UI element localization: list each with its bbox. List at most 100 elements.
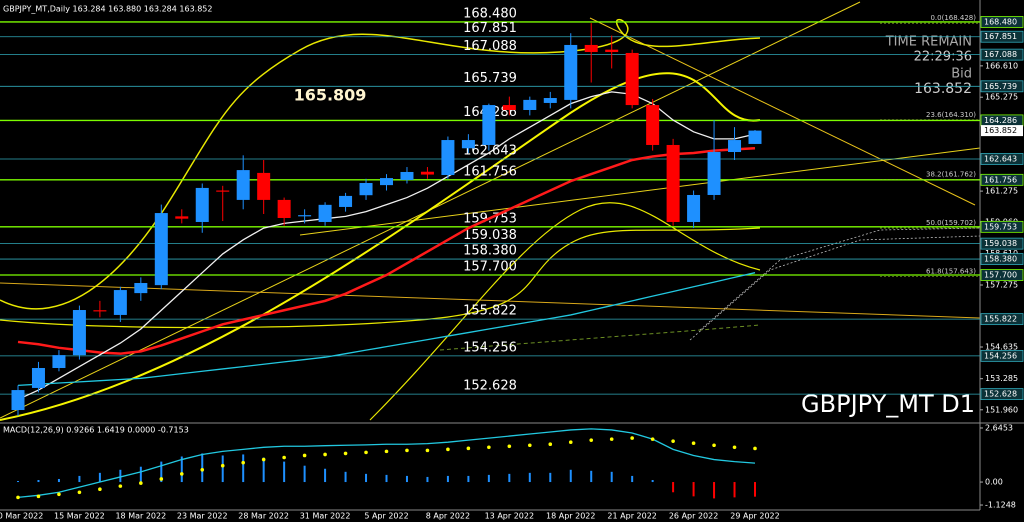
level-label: 167.088 bbox=[463, 39, 517, 54]
x-tick-label: 28 Mar 2022 bbox=[238, 512, 289, 521]
macd-title: MACD(12,26,9) 0.9266 1.6419 0.0000 -0.71… bbox=[3, 426, 189, 435]
candle-body bbox=[195, 187, 209, 222]
level-label: 165.739 bbox=[463, 71, 517, 86]
candle-body bbox=[687, 194, 701, 222]
y-tick-label: 166.610 bbox=[985, 61, 1018, 70]
macd-bar bbox=[733, 482, 736, 498]
macd-bar bbox=[344, 471, 347, 483]
macd-bar bbox=[549, 472, 552, 483]
candle-body bbox=[748, 130, 762, 144]
signal-dot bbox=[36, 494, 41, 499]
bid-axis-label: 163.852 bbox=[984, 126, 1017, 135]
candle-body bbox=[564, 44, 578, 100]
candle-body bbox=[318, 204, 332, 222]
level-label: 154.256 bbox=[463, 340, 517, 355]
signal-dot bbox=[323, 452, 327, 457]
macd-bar bbox=[365, 473, 368, 483]
macd-bar bbox=[651, 480, 654, 483]
signal-dot bbox=[384, 449, 389, 454]
x-tick-label: 29 Apr 2022 bbox=[730, 512, 779, 521]
y-tick-label: -1.1248 bbox=[985, 501, 1016, 510]
signal-dot bbox=[609, 437, 614, 441]
x-tick-label: 31 Mar 2022 bbox=[300, 512, 351, 521]
signal-dot bbox=[528, 443, 532, 448]
x-tick-label: 10 Mar 2022 bbox=[0, 512, 43, 521]
signal-dot bbox=[712, 443, 716, 448]
candle-body bbox=[543, 98, 557, 103]
level-label: 162.643 bbox=[463, 143, 517, 158]
level-label: 152.628 bbox=[463, 379, 517, 394]
fib-label: 0.0(168.428) bbox=[930, 14, 976, 22]
signal-dot bbox=[220, 463, 225, 468]
macd-bar bbox=[119, 469, 122, 483]
level-axis-box bbox=[980, 173, 1024, 186]
candle-body bbox=[707, 152, 721, 195]
candle-body bbox=[216, 190, 230, 192]
signal-dot bbox=[364, 450, 368, 455]
macd-bar bbox=[590, 470, 593, 483]
macd-bar bbox=[180, 456, 183, 483]
level-axis-label: 167.088 bbox=[984, 50, 1017, 59]
level-axis-label: 159.038 bbox=[984, 239, 1017, 248]
level-axis-label: 165.739 bbox=[984, 82, 1017, 91]
macd-bar bbox=[283, 461, 286, 483]
y-tick-label: 157.275 bbox=[985, 281, 1018, 290]
signal-dot bbox=[200, 467, 205, 472]
x-tick-label: 8 Apr 2022 bbox=[426, 512, 470, 521]
level-axis-box bbox=[980, 220, 1024, 233]
candle-body bbox=[298, 215, 312, 217]
signal-dot bbox=[425, 448, 430, 453]
level-axis-label: 157.700 bbox=[984, 271, 1017, 280]
candle-body bbox=[461, 140, 475, 149]
level-axis-box bbox=[980, 388, 1024, 401]
candle-body bbox=[11, 390, 25, 411]
macd-bar bbox=[446, 475, 449, 483]
macd-bar bbox=[631, 475, 634, 483]
candle-body bbox=[584, 44, 598, 53]
candle-body bbox=[646, 105, 660, 145]
bid-label: Bid bbox=[951, 67, 972, 82]
signal-dot bbox=[159, 477, 164, 481]
signal-dot bbox=[650, 437, 655, 441]
signal-dot bbox=[98, 487, 102, 491]
signal-dot bbox=[753, 446, 757, 451]
signal-dot bbox=[118, 484, 123, 488]
macd-bar bbox=[405, 475, 408, 483]
candle-body bbox=[339, 195, 353, 207]
signal-dot bbox=[343, 451, 348, 456]
macd-bar bbox=[528, 472, 531, 483]
signal-dot bbox=[589, 438, 594, 442]
candle-body bbox=[380, 178, 393, 186]
level-axis-label: 154.256 bbox=[984, 351, 1017, 360]
x-tick-label: 26 Apr 2022 bbox=[669, 512, 718, 521]
y-tick-label: 153.285 bbox=[985, 374, 1018, 383]
candle-body bbox=[728, 140, 742, 153]
level-axis-box bbox=[980, 349, 1024, 362]
level-label: 155.822 bbox=[463, 304, 517, 319]
y-tick-label: 165.275 bbox=[985, 93, 1018, 102]
bollinger-lower bbox=[0, 227, 761, 329]
macd-line bbox=[17, 428, 756, 499]
candle-body bbox=[113, 290, 127, 315]
level-axis-label: 152.628 bbox=[984, 390, 1017, 399]
candle-body bbox=[154, 213, 168, 286]
candle-body bbox=[359, 183, 373, 196]
signal-dot bbox=[179, 472, 184, 476]
macd-bar bbox=[672, 482, 675, 493]
candle-body bbox=[134, 283, 148, 294]
level-axis-label: 168.480 bbox=[984, 17, 1017, 26]
signal-dot bbox=[302, 453, 307, 458]
level-axis-label: 159.753 bbox=[984, 222, 1017, 231]
level-label: 161.756 bbox=[463, 164, 517, 179]
candle-body bbox=[441, 140, 455, 176]
fib-label: 61.8(157.643) bbox=[926, 267, 976, 275]
candle-body bbox=[31, 368, 45, 388]
level-label: 158.380 bbox=[463, 244, 517, 259]
candle-body bbox=[236, 170, 250, 200]
x-tick-label: 13 Apr 2022 bbox=[485, 512, 534, 521]
macd-bar bbox=[139, 466, 142, 483]
candle-body bbox=[277, 199, 291, 218]
level-axis-box bbox=[980, 30, 1024, 43]
